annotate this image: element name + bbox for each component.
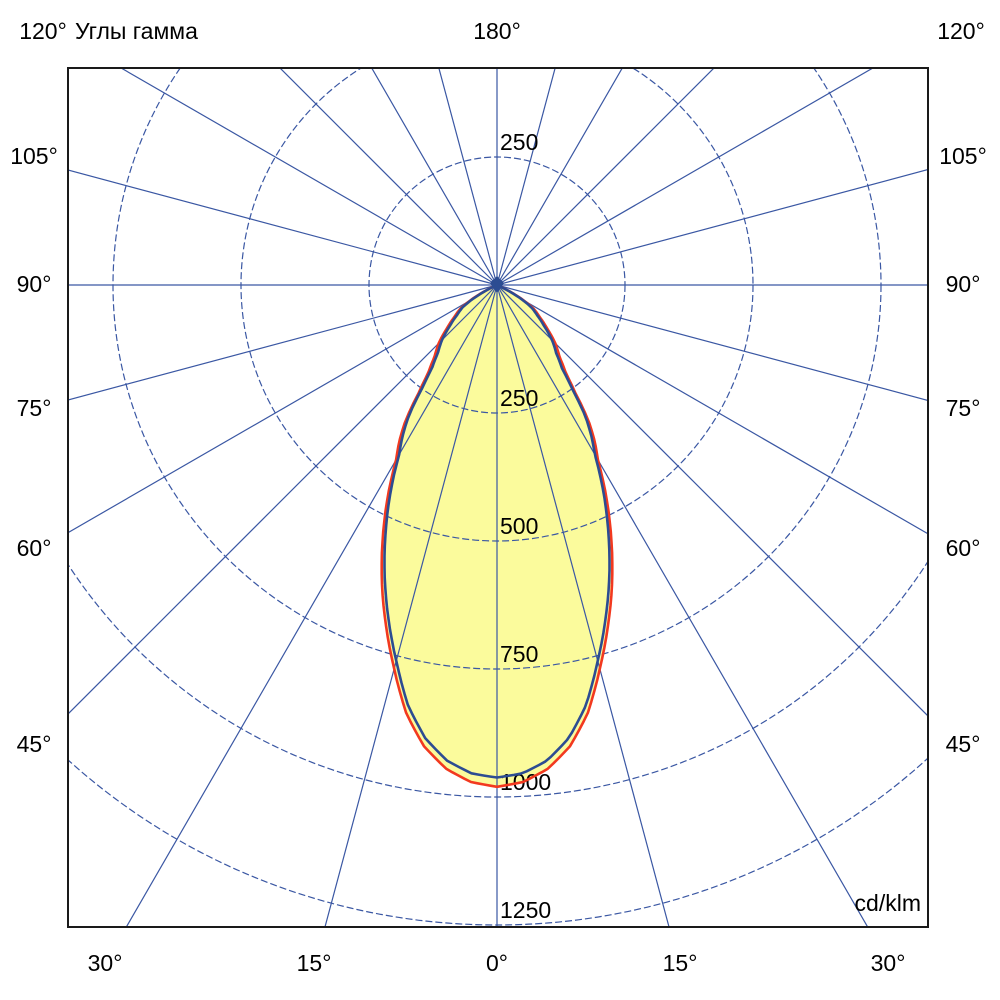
ring-label-1250: 1250 — [500, 897, 551, 923]
gamma-grid-line-165 — [496, 68, 556, 286]
gamma-axis-label-left-1: 90° — [17, 271, 52, 297]
gamma-axis-label-right-4: 45° — [946, 731, 981, 757]
gamma-axis-label-left-0: 105° — [10, 143, 58, 169]
gamma-grid-line-60 — [496, 284, 928, 535]
gamma-axis-label-left-4: 45° — [17, 731, 52, 757]
gamma-grid-line-30 — [496, 284, 869, 927]
ring-label-up-250: 250 — [500, 129, 538, 155]
gamma-grid-line-345 — [324, 284, 498, 927]
gamma-grid-line-240 — [119, 68, 498, 286]
gamma-grid-line-300 — [68, 284, 498, 534]
gamma-grid-line-15 — [496, 284, 670, 927]
gamma-axis-label-bottom-2: 0° — [486, 950, 508, 976]
intensity-curve-blue — [383, 283, 611, 779]
gamma-axis-label-bottom-3: 15° — [663, 950, 698, 976]
gamma-grid-line-210 — [371, 68, 498, 286]
gamma-axis-label-left-2: 75° — [17, 395, 52, 421]
ring-circle-750 — [112, 68, 882, 670]
gamma-grid-line-120 — [496, 68, 875, 286]
ring-circle-250 — [368, 156, 626, 414]
ring-label-250: 250 — [500, 385, 538, 411]
gamma-axis-label-bottom-4: 30° — [871, 950, 906, 976]
gamma-axis-label-right-0: 105° — [939, 143, 987, 169]
gamma-axis-label-top-0: 120° — [19, 18, 67, 44]
gamma-axis-label-bottom-0: 30° — [88, 950, 123, 976]
gamma-axis-label-right-2: 75° — [946, 395, 981, 421]
gamma-grid-line-105 — [496, 168, 928, 286]
gamma-axis-label-right-1: 90° — [946, 271, 981, 297]
gamma-axis-label-right-3: 60° — [946, 535, 981, 561]
center-marker — [490, 276, 504, 293]
ring-label-750: 750 — [500, 641, 538, 667]
gamma-grid-line-330 — [125, 284, 498, 927]
gamma-grid-line-255 — [68, 169, 498, 286]
gamma-grid-line-150 — [496, 68, 623, 286]
gamma-axis-label-top-1: 180° — [473, 18, 521, 44]
chart-title: Углы гамма — [75, 18, 198, 44]
gamma-axis-label-left-3: 60° — [17, 535, 52, 561]
gamma-grid-line-135 — [496, 68, 715, 286]
gamma-grid-line-45 — [496, 284, 928, 717]
gamma-axis-label-bottom-1: 15° — [297, 950, 332, 976]
ring-circle-500 — [240, 68, 754, 542]
ring-circle-1000 — [68, 560, 928, 798]
gamma-grid-line-315 — [68, 284, 498, 715]
gamma-grid-line-195 — [438, 68, 498, 286]
gamma-grid-line-225 — [279, 68, 498, 286]
gamma-grid-line-75 — [496, 284, 928, 402]
intensity-curve-red — [380, 283, 614, 789]
ring-label-500: 500 — [500, 513, 538, 539]
unit-label: cd/klm — [855, 890, 921, 916]
plot-frame — [67, 67, 929, 928]
gamma-grid-line-285 — [68, 284, 498, 401]
gamma-axis-label-top-2: 120° — [937, 18, 985, 44]
ring-circle-1250 — [68, 757, 928, 926]
